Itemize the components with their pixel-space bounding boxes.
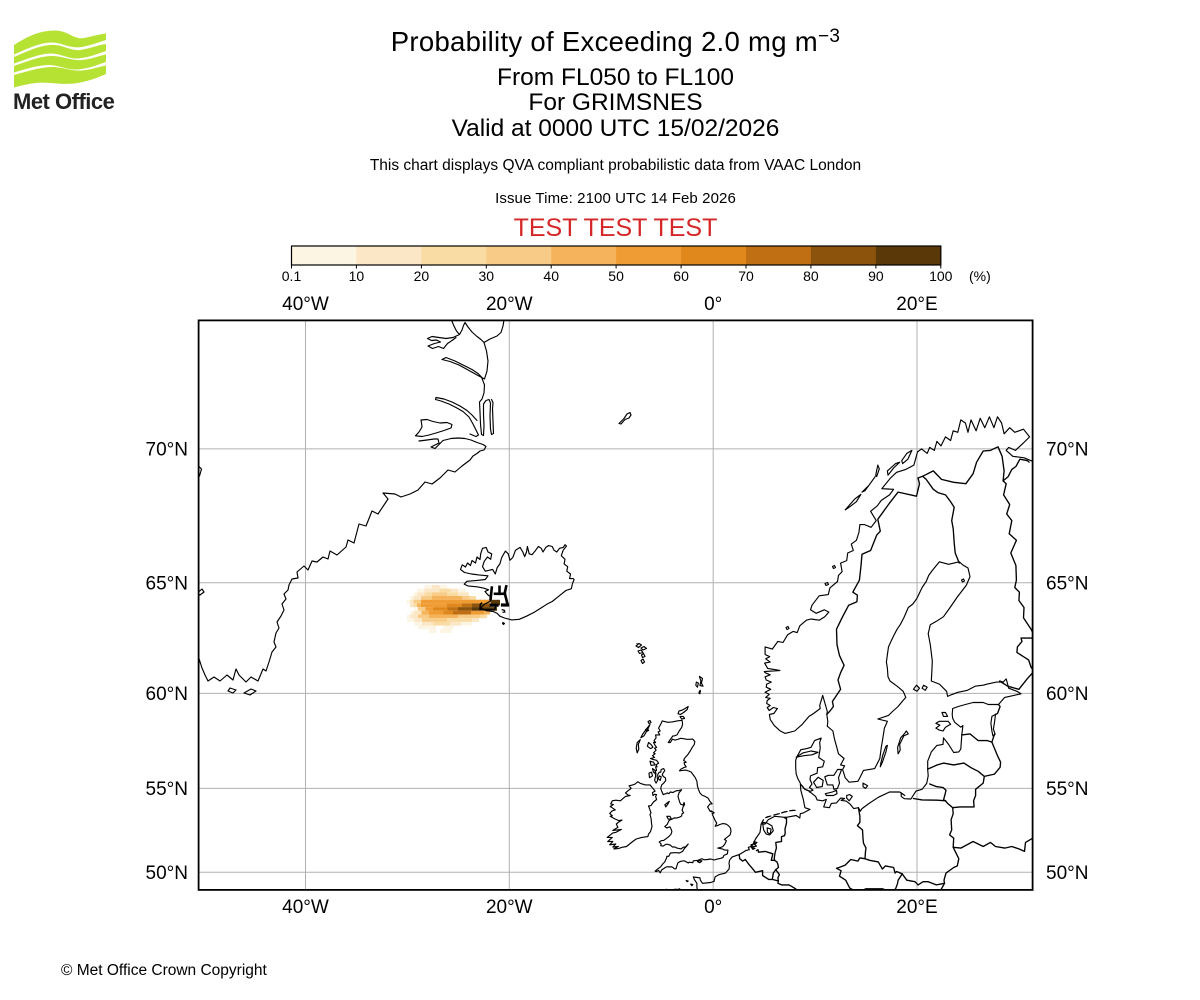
svg-text:0°: 0° [704, 294, 722, 315]
svg-text:30: 30 [479, 268, 495, 284]
svg-text:80: 80 [803, 268, 819, 284]
svg-text:TEST TEST TEST: TEST TEST TEST [514, 214, 718, 242]
svg-text:40°W: 40°W [282, 897, 329, 918]
svg-text:60°N: 60°N [1046, 684, 1088, 705]
svg-text:20°E: 20°E [896, 897, 937, 918]
svg-text:100: 100 [929, 268, 953, 284]
svg-text:70°N: 70°N [146, 440, 188, 461]
svg-text:From FL050 to FL100: From FL050 to FL100 [497, 64, 734, 91]
svg-text:0°: 0° [704, 897, 722, 918]
svg-text:55°N: 55°N [1046, 779, 1088, 800]
svg-text:20°W: 20°W [486, 294, 533, 315]
svg-text:10: 10 [349, 268, 365, 284]
svg-text:70°N: 70°N [1046, 440, 1088, 461]
svg-text:40: 40 [543, 268, 559, 284]
svg-text:Issue Time: 2100 UTC 14 Feb 20: Issue Time: 2100 UTC 14 Feb 2026 [495, 190, 736, 207]
svg-text:60: 60 [673, 268, 689, 284]
svg-text:© Met Office Crown Copyright: © Met Office Crown Copyright [61, 962, 268, 979]
svg-text:50: 50 [608, 268, 624, 284]
svg-text:50°N: 50°N [146, 863, 188, 884]
svg-text:Valid at 0000 UTC 15/02/2026: Valid at 0000 UTC 15/02/2026 [452, 115, 780, 142]
svg-text:40°W: 40°W [282, 294, 329, 315]
svg-text:65°N: 65°N [1046, 574, 1088, 595]
svg-text:65°N: 65°N [146, 574, 188, 595]
svg-text:20°W: 20°W [486, 897, 533, 918]
svg-text:55°N: 55°N [146, 779, 188, 800]
svg-text:20: 20 [414, 268, 430, 284]
svg-text:(%): (%) [969, 268, 991, 284]
svg-text:Met Office: Met Office [13, 89, 115, 114]
svg-text:This chart displays QVA compli: This chart displays QVA compliant probab… [370, 157, 861, 174]
svg-text:70: 70 [738, 268, 754, 284]
svg-text:90: 90 [868, 268, 884, 284]
svg-text:50°N: 50°N [1046, 863, 1088, 884]
svg-text:Probability of Exceeding 2.0 m: Probability of Exceeding 2.0 mg m−3 [391, 26, 840, 57]
svg-text:20°E: 20°E [896, 294, 937, 315]
svg-text:60°N: 60°N [146, 684, 188, 705]
svg-text:0.1: 0.1 [282, 268, 302, 284]
svg-text:For GRIMSNES: For GRIMSNES [528, 89, 702, 116]
